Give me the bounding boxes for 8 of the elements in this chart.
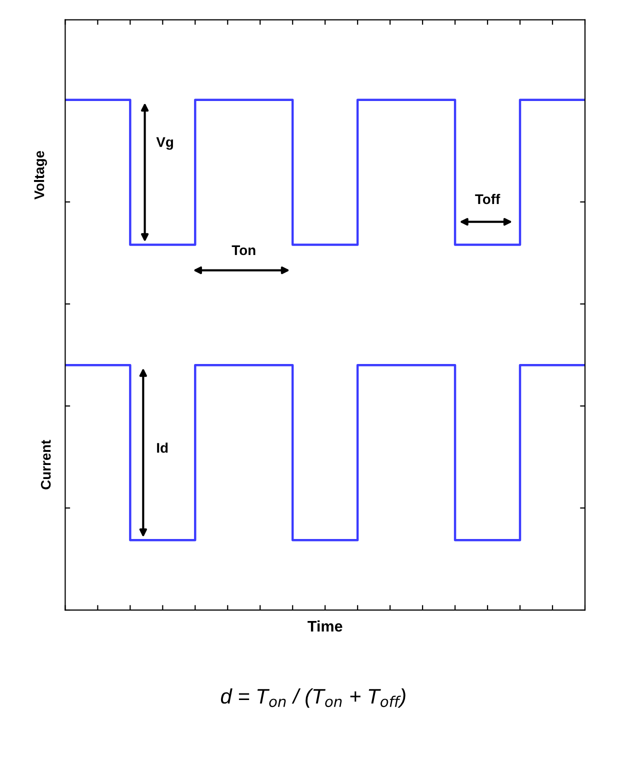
y-axis-title: Voltage <box>34 150 48 200</box>
annotation: Vg <box>156 137 173 150</box>
text: d = T$_{on}$ / (T$_{on}$ + T$_{off}$) <box>220 688 406 708</box>
annotation: Id <box>157 442 168 453</box>
annotation: Toff <box>475 194 500 204</box>
annotation: Ton <box>232 245 256 256</box>
x-axis-title: Time <box>308 620 342 632</box>
text: Current <box>40 440 51 490</box>
